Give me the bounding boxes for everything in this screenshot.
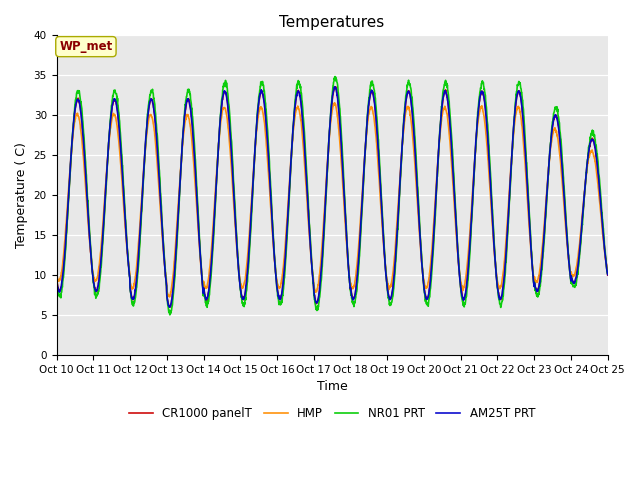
NR01 PRT — [332, 73, 339, 79]
NR01 PRT — [207, 280, 214, 286]
HMP — [360, 159, 368, 165]
CR1000 panelT — [52, 275, 60, 281]
HMP — [331, 100, 339, 106]
HMP — [556, 149, 563, 155]
CR1000 panelT — [349, 296, 356, 301]
HMP — [571, 272, 579, 277]
CR1000 panelT — [165, 304, 173, 310]
Line: AM25T PRT: AM25T PRT — [56, 87, 608, 307]
NR01 PRT — [556, 120, 563, 125]
X-axis label: Time: Time — [317, 380, 348, 393]
AM25T PRT — [207, 271, 214, 276]
NR01 PRT — [493, 275, 500, 280]
AM25T PRT — [349, 295, 356, 301]
CR1000 panelT — [604, 272, 612, 278]
CR1000 panelT — [332, 84, 340, 90]
NR01 PRT — [349, 300, 356, 306]
CR1000 panelT — [207, 273, 214, 278]
Line: NR01 PRT: NR01 PRT — [56, 76, 608, 315]
HMP — [52, 273, 60, 278]
AM25T PRT — [556, 132, 563, 138]
Title: Temperatures: Temperatures — [280, 15, 385, 30]
Legend: CR1000 panelT, HMP, NR01 PRT, AM25T PRT: CR1000 panelT, HMP, NR01 PRT, AM25T PRT — [124, 402, 540, 425]
CR1000 panelT — [493, 276, 500, 282]
HMP — [207, 257, 214, 263]
Text: WP_met: WP_met — [60, 40, 113, 53]
AM25T PRT — [493, 277, 500, 283]
AM25T PRT — [604, 272, 612, 277]
Line: CR1000 panelT: CR1000 panelT — [56, 87, 608, 307]
AM25T PRT — [52, 277, 60, 283]
AM25T PRT — [360, 158, 368, 164]
NR01 PRT — [166, 312, 173, 318]
CR1000 panelT — [556, 131, 563, 136]
Y-axis label: Temperature ( C): Temperature ( C) — [15, 142, 28, 248]
HMP — [604, 269, 612, 275]
HMP — [349, 285, 356, 290]
HMP — [493, 274, 500, 279]
NR01 PRT — [52, 277, 60, 283]
HMP — [166, 294, 173, 300]
CR1000 panelT — [360, 160, 368, 166]
AM25T PRT — [332, 84, 339, 90]
NR01 PRT — [571, 285, 579, 290]
Line: HMP: HMP — [56, 103, 608, 297]
AM25T PRT — [166, 304, 173, 310]
AM25T PRT — [571, 279, 579, 285]
NR01 PRT — [360, 163, 368, 168]
NR01 PRT — [604, 271, 612, 276]
CR1000 panelT — [571, 279, 579, 285]
